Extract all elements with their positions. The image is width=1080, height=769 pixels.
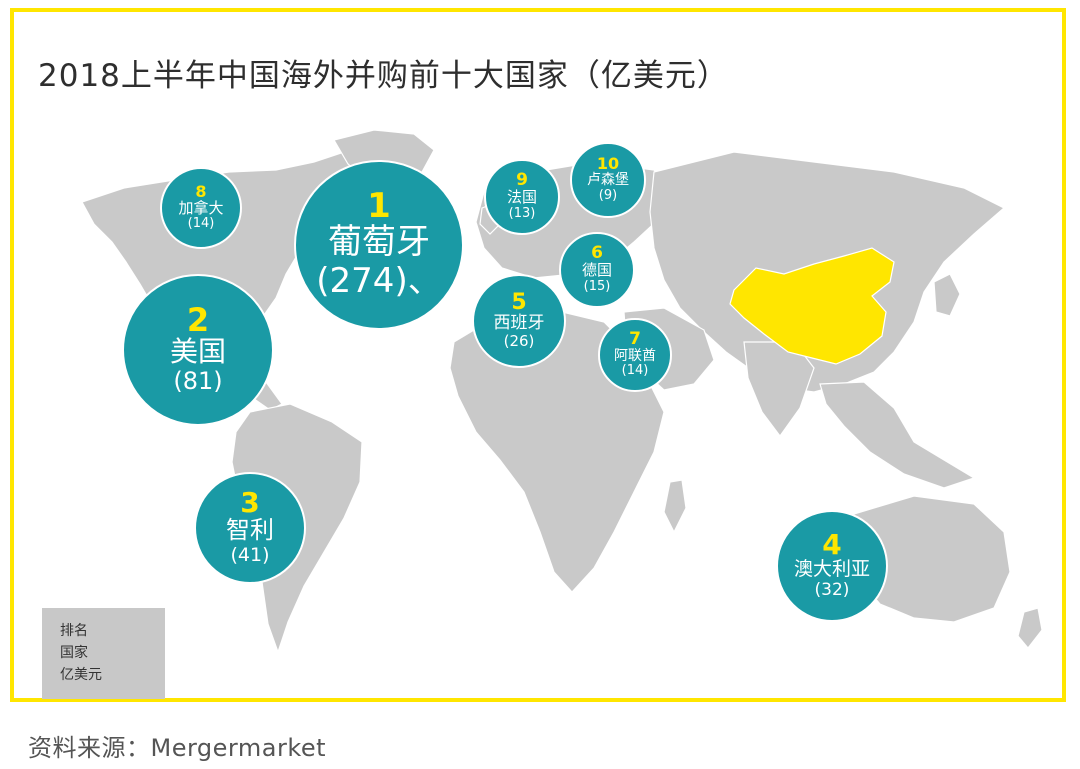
value-luxembourg: (9) bbox=[598, 187, 618, 203]
southeast-asia-landmass bbox=[819, 381, 976, 489]
page-title: 2018上半年中国海外并购前十大国家（亿美元） bbox=[38, 58, 729, 94]
japan-landmass bbox=[933, 273, 961, 317]
map-frame: 2018上半年中国海外并购前十大国家（亿美元） bbox=[10, 8, 1066, 702]
legend-unit-label: 亿美元 bbox=[60, 667, 102, 683]
bubble-canada: 8 加拿大 (14) bbox=[160, 167, 242, 249]
value-portugal: (274)、 bbox=[316, 261, 442, 301]
source-caption: 资料来源：Mergermarket bbox=[28, 734, 327, 762]
value-usa: (81) bbox=[173, 367, 223, 396]
bubble-france: 9 法国 (13) bbox=[484, 159, 560, 235]
madagascar-landmass bbox=[663, 479, 687, 534]
country-chile: 智利 bbox=[226, 516, 274, 545]
legend-box: 排名 国家 亿美元 bbox=[42, 608, 165, 699]
bubble-spain: 5 西班牙 (26) bbox=[472, 274, 566, 368]
value-chile: (41) bbox=[230, 543, 270, 566]
country-germany: 德国 bbox=[581, 261, 612, 280]
bubble-germany: 6 德国 (15) bbox=[559, 232, 635, 308]
new-zealand-landmass bbox=[1017, 607, 1043, 649]
bubble-uae: 7 阿联酋 (14) bbox=[598, 318, 672, 392]
country-spain: 西班牙 bbox=[493, 312, 545, 333]
country-usa: 美国 bbox=[169, 335, 226, 369]
bubble-portugal: 1 葡萄牙 (274)、 bbox=[294, 160, 464, 330]
country-portugal: 葡萄牙 bbox=[328, 221, 430, 262]
bubble-luxembourg: 10 卢森堡 (9) bbox=[570, 142, 646, 218]
country-uae: 阿联酋 bbox=[614, 347, 656, 364]
rank-luxembourg: 10 bbox=[596, 154, 620, 174]
rank-germany: 6 bbox=[591, 243, 603, 264]
legend-country-label: 国家 bbox=[60, 645, 88, 661]
bubble-chile: 3 智利 (41) bbox=[194, 472, 306, 584]
value-uae: (14) bbox=[621, 363, 649, 379]
country-luxembourg: 卢森堡 bbox=[587, 172, 629, 189]
country-france: 法国 bbox=[506, 188, 537, 207]
rank-canada: 8 bbox=[195, 181, 207, 201]
value-france: (13) bbox=[508, 205, 536, 221]
country-canada: 加拿大 bbox=[178, 198, 224, 217]
value-australia: (32) bbox=[814, 580, 850, 601]
bubble-usa: 2 美国 (81) bbox=[122, 274, 274, 426]
rank-usa: 2 bbox=[186, 301, 210, 340]
rank-uae: 7 bbox=[629, 328, 641, 349]
rank-australia: 4 bbox=[822, 528, 842, 562]
rank-france: 9 bbox=[516, 170, 528, 191]
rank-spain: 5 bbox=[511, 289, 527, 315]
value-spain: (26) bbox=[503, 332, 535, 351]
country-australia: 澳大利亚 bbox=[793, 558, 870, 581]
value-canada: (14) bbox=[187, 216, 215, 232]
rank-chile: 3 bbox=[240, 486, 260, 520]
bubble-australia: 4 澳大利亚 (32) bbox=[776, 510, 888, 622]
value-germany: (15) bbox=[583, 278, 611, 294]
china-region bbox=[729, 247, 895, 365]
rank-portugal: 1 bbox=[367, 185, 391, 226]
legend-rank-label: 排名 bbox=[60, 623, 88, 639]
